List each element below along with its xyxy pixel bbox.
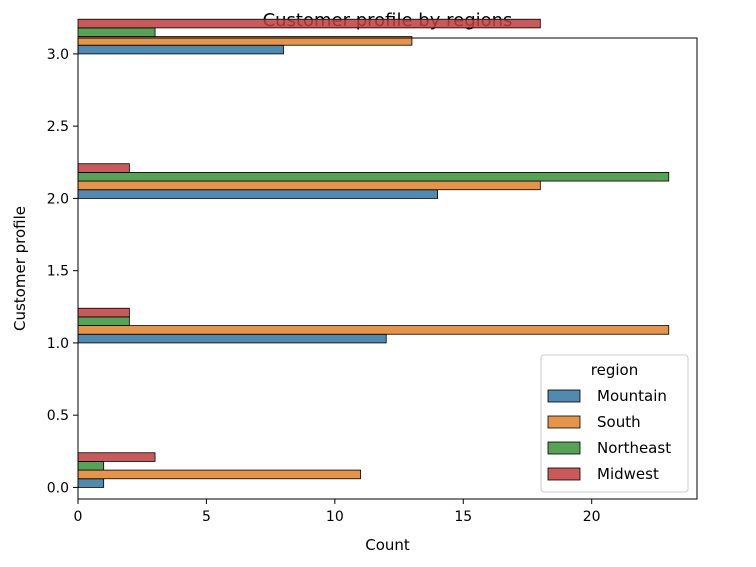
bar-midwest-profile-0 bbox=[77, 452, 156, 462]
bar-south-profile-0 bbox=[77, 469, 361, 480]
x-tick-label: 15 bbox=[454, 509, 472, 525]
legend: region Mountain South Northeast Midwest bbox=[540, 354, 689, 493]
y-axis: 0.0 0.5 1.0 1.5 2.0 2.5 3.0 bbox=[47, 47, 78, 496]
bar-northeast-profile-2 bbox=[77, 171, 670, 182]
bar-south-profile-1 bbox=[77, 325, 670, 335]
bar-northeast-profile-1 bbox=[77, 316, 130, 326]
legend-swatch-midwest bbox=[547, 467, 581, 481]
legend-label-south: South bbox=[597, 413, 641, 431]
legend-swatch-south bbox=[547, 415, 581, 429]
bar-mountain-profile-2 bbox=[77, 189, 438, 199]
y-axis-label: Customer profile bbox=[11, 206, 29, 331]
x-tick-label: 5 bbox=[202, 509, 211, 525]
x-tick-label: 10 bbox=[326, 509, 344, 525]
legend-swatch-mountain bbox=[547, 389, 581, 403]
legend-title: region bbox=[591, 361, 638, 379]
bar-midwest-profile-2 bbox=[77, 163, 130, 173]
y-tick-label: 0.0 bbox=[47, 480, 69, 496]
y-tick-label: 0.5 bbox=[47, 408, 69, 424]
x-axis: 0 5 10 15 20 bbox=[74, 499, 601, 525]
legend-label-mountain: Mountain bbox=[597, 387, 667, 405]
legend-box bbox=[540, 354, 689, 493]
y-tick-label: 2.5 bbox=[47, 119, 69, 135]
bar-mountain-profile-3 bbox=[77, 44, 284, 55]
y-tick-label: 3.0 bbox=[47, 47, 69, 63]
bar-south-profile-2 bbox=[77, 180, 541, 191]
legend-label-northeast: Northeast bbox=[597, 439, 671, 457]
y-tick-label: 2.0 bbox=[47, 191, 69, 207]
x-tick-label: 20 bbox=[583, 509, 601, 525]
legend-items: Mountain South Northeast Midwest bbox=[547, 387, 671, 483]
bar-mountain-profile-0 bbox=[77, 478, 105, 488]
bar-northeast-profile-0 bbox=[77, 461, 105, 471]
x-axis-label: Count bbox=[365, 536, 410, 554]
y-tick-label: 1.0 bbox=[47, 336, 69, 352]
x-tick-label: 0 bbox=[74, 509, 83, 525]
bar-mountain-profile-1 bbox=[77, 333, 387, 344]
bar-midwest-profile-3 bbox=[77, 18, 541, 29]
legend-swatch-northeast bbox=[547, 441, 581, 455]
bars-layer bbox=[77, 18, 670, 488]
y-tick-label: 1.5 bbox=[47, 264, 69, 280]
legend-label-midwest: Midwest bbox=[597, 465, 659, 483]
bar-northeast-profile-3 bbox=[77, 27, 156, 37]
bar-midwest-profile-1 bbox=[77, 307, 130, 318]
plot-frame bbox=[77, 37, 698, 500]
